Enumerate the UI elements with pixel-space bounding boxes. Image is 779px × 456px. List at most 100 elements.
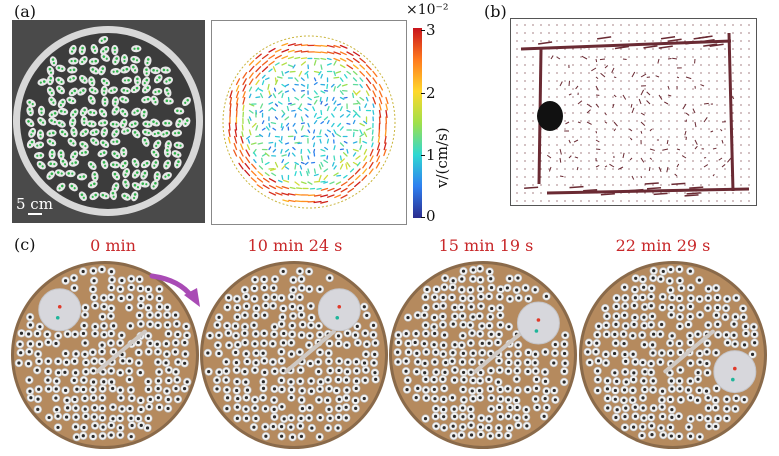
velocity-vector [359,144,363,151]
grid-dot [748,192,750,194]
particle-core [678,350,683,355]
velocity-vector [327,187,335,192]
grid-dot [732,112,734,114]
particle-core [677,414,681,418]
grid-dot [628,160,630,162]
velocity-vector [340,181,348,187]
velocity-vector [256,177,264,183]
velocity-vector [292,122,296,127]
velocity-vector [251,122,257,128]
granular-particle [36,129,45,140]
velocity-vector [257,171,264,177]
grid-dot [708,192,710,194]
grid-dot [652,112,654,114]
particle-core [469,414,473,419]
particle-core [524,415,528,419]
velocity-vector [385,109,388,118]
grid-dot [556,144,558,146]
grid-dot [516,64,518,66]
velocity-vector [359,77,364,82]
grid-dot [532,144,534,146]
grid-dot [740,112,742,114]
grid-dot [636,24,638,26]
flow-vector [559,81,563,87]
grid-dot [572,40,574,42]
particle-core [453,343,457,347]
particle-core [613,371,617,375]
velocity-vector [319,129,322,135]
grid-dot [548,88,550,90]
grid-dot [588,152,590,154]
velocity-vector [277,179,283,183]
particle-core [498,387,502,392]
velocity-vector [246,144,251,151]
grid-dot [644,112,646,114]
grid-dot [724,168,726,170]
particle-core [660,398,664,402]
velocity-vector [320,64,323,70]
particle-core [533,352,538,356]
particle-core [243,370,247,374]
velocity-vector [346,57,354,63]
particle-core [175,378,179,382]
flow-vector [631,107,635,114]
particle-core [289,341,293,345]
particle-core [416,360,420,364]
velocity-vector [323,116,329,121]
particle-core [290,332,294,336]
particle-core [649,323,653,327]
particle-core [651,276,655,280]
grid-dot [740,96,742,98]
particle-core [64,415,69,419]
particle-core [317,398,321,402]
particle-core [327,351,331,355]
particle-core [478,396,482,400]
particle-core [307,416,311,420]
grid-dot [684,48,686,50]
particle-core [641,277,645,281]
particle-core [478,278,483,282]
velocity-vector [346,70,352,75]
velocity-vector [245,149,251,157]
grid-dot [604,104,606,106]
particle-core [695,398,700,402]
particle-core [120,333,124,337]
velocity-vector [333,155,336,161]
velocity-vector [242,104,245,112]
particle-core [706,296,710,300]
particle-core [516,361,520,365]
velocity-vector [351,92,355,99]
grid-dot [700,168,702,170]
granular-particle [48,110,59,118]
velocity-vector [352,77,358,82]
grid-dot [644,120,646,122]
grid-dot [660,128,662,130]
velocity-vector [307,103,312,106]
particle-core [109,369,113,373]
particle-core [441,377,445,381]
particle-core [217,370,221,374]
velocity-vector [356,113,361,118]
particle-core [337,397,341,401]
particle-core [308,361,312,366]
particle-core [243,331,247,335]
grid-dot [620,128,622,130]
grid-dot [604,176,606,178]
velocity-vector [331,133,335,138]
particle-core [166,332,171,336]
particle-core [365,342,369,346]
grid-dot [612,184,614,186]
grid-dot [748,32,750,34]
velocity-vector [326,138,330,144]
particle-core [45,332,49,336]
grid-dot [692,168,694,170]
particle-core [661,433,665,437]
particle-core [432,315,437,320]
grid-dot [564,72,566,74]
particle-core [26,362,31,366]
grid-dot [596,128,598,130]
colorbar-tick-3: 3 [426,21,436,39]
particle-core [236,396,240,401]
flow-vector [612,103,615,109]
velocity-vector [262,184,270,190]
